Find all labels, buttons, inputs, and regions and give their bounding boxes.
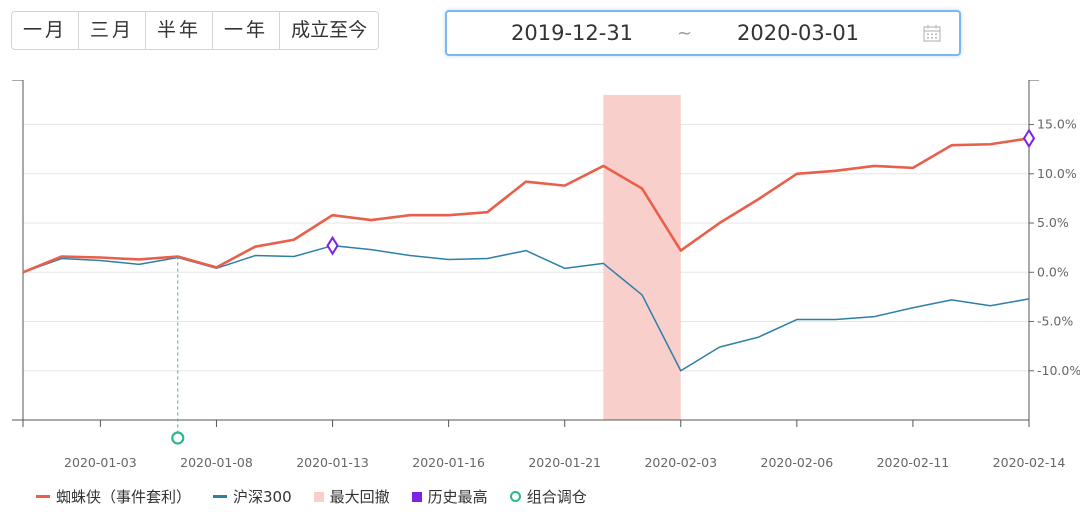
period-button-1y[interactable]: 一年 bbox=[213, 12, 281, 49]
legend-swatch-fund bbox=[36, 495, 50, 498]
period-button-since-inception[interactable]: 成立至今 bbox=[291, 19, 368, 41]
period-button-6m[interactable]: 半年 bbox=[146, 12, 214, 49]
y-tick-label: 15.0% bbox=[1037, 117, 1077, 132]
x-tick-label: 2020-02-06 bbox=[761, 455, 834, 470]
x-tick-label: 2020-02-03 bbox=[644, 455, 717, 470]
period-button-3m[interactable]: 三月 bbox=[79, 12, 147, 49]
legend-item-index[interactable]: 沪深300 bbox=[213, 486, 292, 507]
y-tick-label: -10.0% bbox=[1037, 363, 1080, 378]
performance-chart: 15.0% 10.0% 5.0% 0.0% -5.0% -10.0% 2020-01-03 2… bbox=[12, 80, 1080, 470]
calendar-icon[interactable] bbox=[923, 25, 941, 42]
history-high-marker bbox=[326, 235, 339, 256]
period-selector: 一月 三月 半年 一年 成立至今 bbox=[11, 11, 380, 50]
series-line-index bbox=[22, 244, 1030, 372]
y-tick-label: 5.0% bbox=[1037, 215, 1069, 230]
date-range-picker[interactable]: 2019-12-31 ~ 2020-03-01 bbox=[445, 10, 961, 56]
date-range-separator: ~ bbox=[677, 23, 693, 44]
date-start-input[interactable]: 2019-12-31 bbox=[511, 21, 634, 45]
ring-icon bbox=[509, 491, 521, 502]
history-high-marker bbox=[1022, 128, 1036, 149]
legend-swatch-drawdown bbox=[313, 491, 324, 502]
max-drawdown-area bbox=[603, 95, 681, 420]
x-tick-label: 2020-02-14 bbox=[993, 455, 1066, 470]
legend-label-history-high: 历史最高 bbox=[427, 488, 488, 506]
rebalance-marker bbox=[171, 431, 185, 445]
x-tick-label: 2020-01-13 bbox=[296, 455, 369, 470]
legend-item-rebalance[interactable]: 组合调仓 bbox=[509, 486, 587, 507]
date-end-input[interactable]: 2020-03-01 bbox=[737, 21, 860, 45]
x-tick-label: 2020-01-08 bbox=[180, 455, 253, 470]
y-tick-label: 10.0% bbox=[1037, 166, 1077, 181]
legend-item-drawdown[interactable]: 最大回撤 bbox=[313, 486, 390, 507]
legend-swatch-index bbox=[213, 495, 228, 498]
series-line-fund bbox=[22, 137, 1030, 274]
legend-label-fund: 蜘蛛侠（事件套利） bbox=[56, 488, 192, 506]
y-tick-label: -5.0% bbox=[1037, 314, 1073, 329]
x-tick-label: 2020-01-03 bbox=[64, 455, 137, 470]
x-tick-label: 2020-01-21 bbox=[528, 455, 601, 470]
legend-label-rebalance: 组合调仓 bbox=[526, 488, 587, 506]
legend-item-fund[interactable]: 蜘蛛侠（事件套利） bbox=[36, 486, 191, 507]
period-button-1m[interactable]: 一月 bbox=[12, 12, 80, 49]
legend-swatch-history-high bbox=[411, 491, 422, 502]
legend-item-history-high[interactable]: 历史最高 bbox=[411, 486, 488, 507]
x-tick-label: 2020-02-11 bbox=[877, 455, 950, 470]
y-tick-label: 0.0% bbox=[1037, 264, 1069, 279]
x-tick-label: 2020-01-16 bbox=[412, 455, 485, 470]
legend-label-drawdown: 最大回撤 bbox=[329, 488, 390, 506]
legend: 蜘蛛侠（事件套利） 沪深300 最大回撤 历史最高 组合调仓 bbox=[36, 486, 609, 507]
legend-label-index: 沪深300 bbox=[233, 488, 292, 506]
